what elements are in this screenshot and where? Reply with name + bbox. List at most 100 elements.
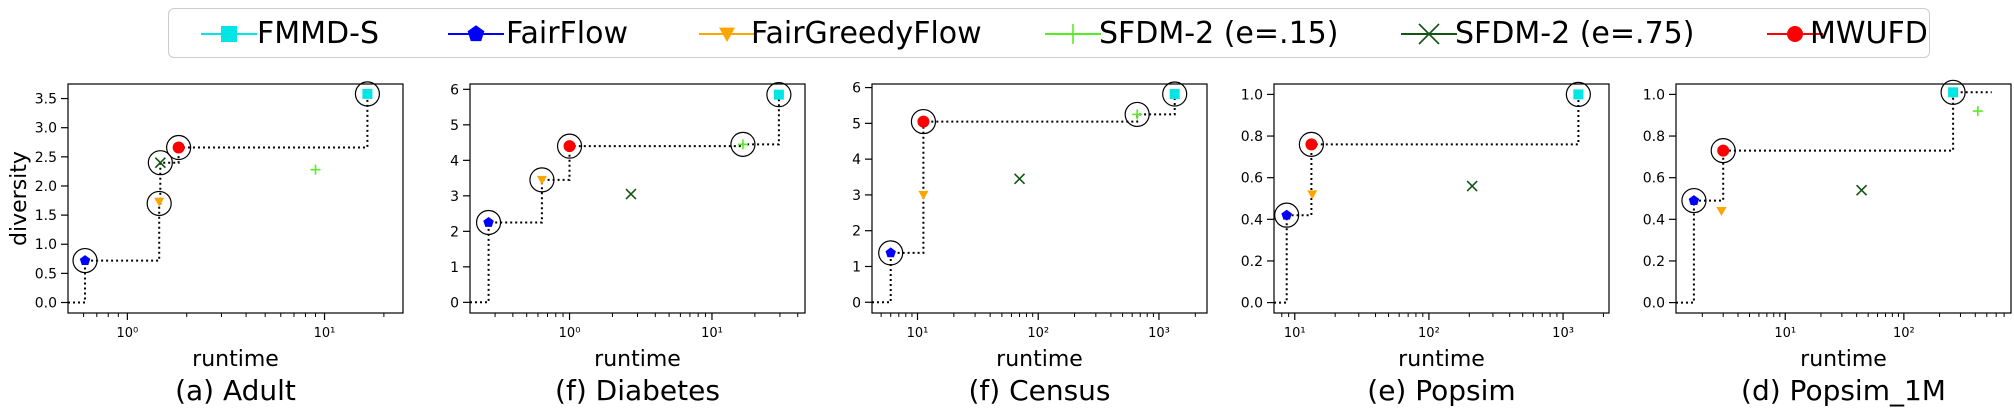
y-tick-label: 1.0	[35, 237, 57, 253]
point-sfdm-2-e-15	[737, 139, 748, 150]
point-fairflow	[483, 217, 494, 227]
point-sfdm-2-e-75	[1013, 173, 1026, 185]
x-axis-label: runtime	[1398, 347, 1485, 372]
legend-label-mwufd: MWUFD	[1810, 16, 1928, 51]
legend-label-fairgreedyflow: FairGreedyFlow	[751, 16, 982, 51]
y-tick-label: 2.0	[35, 179, 57, 195]
y-tick-label: 0.2	[1241, 254, 1263, 270]
legend-label-fmmd-s: FMMD-S	[257, 16, 379, 51]
point-fmmd-s	[1573, 89, 1584, 100]
point-fmmd-s	[773, 89, 784, 100]
point-fairgreedyflow	[1307, 190, 1318, 200]
point-fairflow	[1688, 195, 1700, 205]
x-tick-label: 10¹	[701, 326, 723, 341]
y-tick-label: 2	[450, 224, 459, 240]
x-tick-label: 10²	[1418, 326, 1440, 341]
chart-title: (d) Popsim_1M	[1741, 374, 1946, 407]
y-tick-label: 4	[450, 153, 459, 169]
pareto-highlight-circle	[766, 82, 792, 108]
pareto-highlight-circle	[166, 134, 192, 161]
point-mwufd	[1717, 144, 1730, 157]
pareto-frontier-line	[1676, 91, 1992, 304]
point-fmmd-s	[362, 88, 373, 99]
point-fairgreedyflow	[154, 197, 165, 207]
legend: FMMD-S FairFlow FairGreedyFlow SFDM-2 (e…	[168, 8, 1930, 58]
x-tick-label: 10²	[1027, 326, 1049, 341]
pareto-highlight-circle	[878, 240, 904, 266]
x-tick-label: 10¹	[1774, 326, 1796, 341]
point-fairgreedyflow	[1716, 206, 1727, 216]
plot-frame	[871, 83, 1208, 314]
y-tick-label: 2	[852, 224, 861, 240]
legend-marker-fairgreedyflow	[719, 27, 735, 42]
pareto-highlight-circle	[529, 167, 555, 193]
chart-1: 10⁰ 10¹ 0.0 0.5 1.0 1.5 2.0 2.5 3.0 3.5 runtime div…	[7, 81, 404, 407]
y-tick-label: 6	[852, 81, 861, 97]
pareto-highlight-circle	[1162, 81, 1188, 107]
y-tick-label: 4	[852, 152, 861, 168]
pareto-highlight-circle	[475, 209, 502, 236]
y-tick-label: 3.5	[35, 92, 57, 108]
y-tick-label: 0.0	[1241, 296, 1263, 312]
y-tick-label: 1	[450, 260, 459, 276]
x-axis-label: runtime	[594, 347, 681, 372]
point-sfdm-2-e-75	[154, 157, 166, 169]
y-tick-label: 6	[450, 82, 459, 98]
pareto-frontier-line	[68, 93, 369, 304]
pareto-highlight-circle	[556, 133, 583, 159]
point-sfdm-2-e-15	[1972, 106, 1983, 117]
x-tick-label: 10⁰	[559, 326, 581, 341]
x-axis-label: runtime	[1800, 347, 1887, 372]
point-fairgreedyflow	[536, 175, 547, 185]
x-tick-label: 10⁰	[116, 326, 138, 341]
pareto-highlight-circle	[1710, 138, 1736, 164]
plot-frame	[67, 83, 404, 314]
pareto-highlight-circle	[1274, 202, 1300, 228]
x-axis-label: runtime	[192, 347, 279, 372]
point-fmmd-s	[1948, 87, 1959, 98]
y-tick-label: 1.0	[1643, 87, 1665, 103]
pareto-frontier-line	[1274, 94, 1580, 304]
pareto-highlight-circle	[1124, 101, 1150, 128]
point-fairflow	[79, 255, 91, 265]
y-tick-label: 0.4	[1643, 212, 1665, 228]
point-sfdm-2-e-75	[1466, 180, 1478, 192]
point-fairflow	[885, 247, 896, 258]
legend-marker-fairflow	[467, 25, 485, 42]
x-tick-label: 10³	[1148, 326, 1170, 341]
pareto-frontier-line	[470, 94, 780, 304]
plot-frame	[1675, 83, 2012, 314]
y-tick-label: 0.2	[1643, 254, 1665, 270]
point-sfdm-2-e-75	[625, 188, 637, 200]
pareto-highlight-circle	[910, 108, 937, 135]
y-tick-label: 1	[852, 259, 861, 275]
legend-markers	[201, 23, 1823, 45]
y-tick-label: 0.4	[1241, 212, 1263, 228]
x-tick-label: 10¹	[314, 326, 336, 341]
point-fmmd-s	[1169, 89, 1180, 100]
pareto-highlight-circle	[1565, 81, 1591, 108]
x-tick-label: 10¹	[907, 326, 929, 341]
chart-4: 10¹ 10² 10³ 0.0 0.2 0.4 0.6 0.8 1.0 runtime(e) Po…	[1241, 81, 1610, 407]
x-axis-label: runtime	[996, 347, 1083, 372]
chart-3: 10¹ 10² 10³ 0 1 2 3 4 5 6 runtime(f) Census	[852, 81, 1208, 407]
chart-title: (f) Diabetes	[555, 374, 720, 407]
plot-frame	[1273, 83, 1610, 314]
chart-title: (e) Popsim	[1367, 374, 1515, 407]
y-tick-label: 3	[450, 189, 459, 205]
y-tick-label: 0.0	[1643, 296, 1665, 312]
y-tick-label: 0.5	[35, 266, 57, 282]
chart-2: 10⁰ 10¹ 0 1 2 3 4 5 6 runtime(f) Diabetes	[450, 82, 806, 407]
point-mwufd	[563, 140, 576, 153]
y-tick-label: 3	[852, 188, 861, 204]
legend-label-sfdm2-015: SFDM-2 (e=.15)	[1099, 16, 1339, 51]
y-tick-label: 0.6	[1643, 171, 1665, 187]
legend-marker-sfdm-2-e-15	[1063, 24, 1083, 44]
y-tick-label: 3.0	[35, 121, 57, 137]
legend-label-sfdm2-075: SFDM-2 (e=.75)	[1455, 16, 1695, 51]
pareto-highlight-circle	[146, 190, 172, 217]
y-tick-label: 5	[852, 116, 861, 132]
y-tick-label: 1.5	[35, 208, 57, 224]
point-mwufd	[1305, 138, 1318, 151]
